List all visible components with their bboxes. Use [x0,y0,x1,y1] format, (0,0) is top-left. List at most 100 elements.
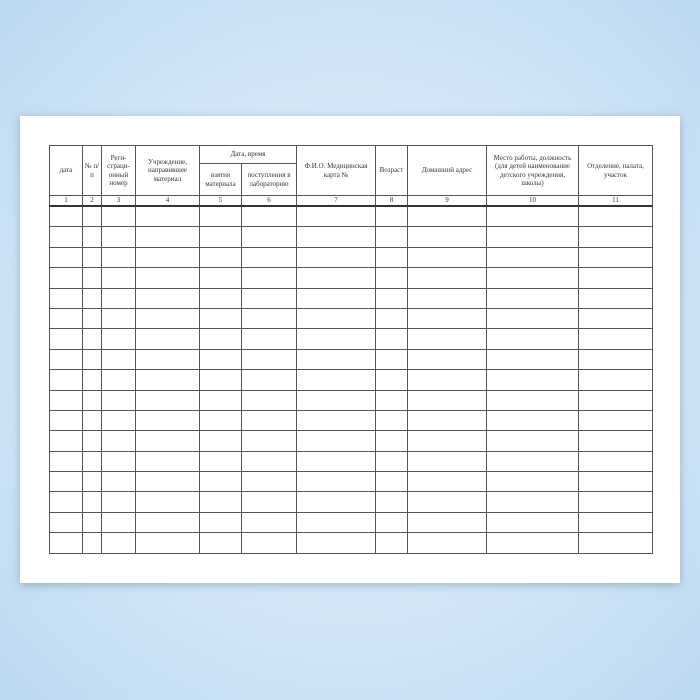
empty-cell[interactable] [135,287,200,309]
empty-cell[interactable] [241,307,297,330]
empty-cell[interactable] [101,205,136,228]
empty-cell[interactable] [486,246,579,269]
empty-cell[interactable] [135,246,200,269]
empty-cell[interactable] [375,328,408,350]
empty-cell[interactable] [101,226,136,248]
empty-cell[interactable] [486,430,579,452]
empty-cell[interactable] [241,450,297,473]
empty-cell[interactable] [375,450,408,473]
empty-cell[interactable] [82,287,102,309]
empty-cell[interactable] [296,491,376,513]
empty-cell[interactable] [486,511,579,534]
empty-cell[interactable] [296,205,376,228]
empty-cell[interactable] [407,205,487,228]
empty-cell[interactable] [135,471,200,493]
empty-cell[interactable] [241,267,297,289]
empty-cell[interactable] [82,511,102,534]
empty-cell[interactable] [199,348,242,371]
empty-cell[interactable] [486,532,579,554]
empty-cell[interactable] [135,267,200,289]
empty-cell[interactable] [486,226,579,248]
empty-cell[interactable] [486,389,579,411]
empty-cell[interactable] [486,450,579,473]
empty-cell[interactable] [407,389,487,411]
empty-cell[interactable] [49,246,83,269]
empty-cell[interactable] [241,328,297,350]
empty-cell[interactable] [101,471,136,493]
empty-cell[interactable] [135,430,200,452]
empty-cell[interactable] [296,511,376,534]
empty-cell[interactable] [486,369,579,391]
empty-cell[interactable] [82,328,102,350]
empty-cell[interactable] [101,348,136,371]
empty-cell[interactable] [49,287,83,309]
empty-cell[interactable] [407,430,487,452]
empty-cell[interactable] [578,389,653,411]
empty-cell[interactable] [101,267,136,289]
empty-cell[interactable] [101,430,136,452]
empty-cell[interactable] [49,307,83,330]
empty-cell[interactable] [296,328,376,350]
empty-cell[interactable] [82,205,102,228]
empty-cell[interactable] [49,226,83,248]
empty-cell[interactable] [135,226,200,248]
empty-cell[interactable] [578,511,653,534]
empty-cell[interactable] [407,328,487,350]
empty-cell[interactable] [578,205,653,228]
empty-cell[interactable] [49,471,83,493]
empty-cell[interactable] [199,389,242,411]
empty-cell[interactable] [241,389,297,411]
empty-cell[interactable] [407,246,487,269]
empty-cell[interactable] [296,226,376,248]
empty-cell[interactable] [101,307,136,330]
empty-cell[interactable] [199,491,242,513]
empty-cell[interactable] [101,511,136,534]
empty-cell[interactable] [578,287,653,309]
empty-cell[interactable] [407,511,487,534]
empty-cell[interactable] [241,471,297,493]
empty-cell[interactable] [199,226,242,248]
empty-cell[interactable] [49,389,83,411]
empty-cell[interactable] [49,328,83,350]
empty-cell[interactable] [578,409,653,432]
empty-cell[interactable] [82,471,102,493]
empty-cell[interactable] [375,287,408,309]
empty-cell[interactable] [375,369,408,391]
empty-cell[interactable] [407,287,487,309]
empty-cell[interactable] [82,369,102,391]
empty-cell[interactable] [375,511,408,534]
empty-cell[interactable] [101,491,136,513]
empty-cell[interactable] [486,205,579,228]
empty-cell[interactable] [241,348,297,371]
empty-cell[interactable] [82,246,102,269]
empty-cell[interactable] [375,307,408,330]
empty-cell[interactable] [135,328,200,350]
empty-cell[interactable] [241,369,297,391]
empty-cell[interactable] [199,532,242,554]
empty-cell[interactable] [486,409,579,432]
empty-cell[interactable] [296,246,376,269]
empty-cell[interactable] [407,348,487,371]
empty-cell[interactable] [199,267,242,289]
empty-cell[interactable] [101,246,136,269]
empty-cell[interactable] [199,287,242,309]
empty-cell[interactable] [375,226,408,248]
empty-cell[interactable] [135,511,200,534]
empty-cell[interactable] [296,267,376,289]
empty-cell[interactable] [135,389,200,411]
empty-cell[interactable] [486,491,579,513]
empty-cell[interactable] [486,287,579,309]
empty-cell[interactable] [241,287,297,309]
empty-cell[interactable] [82,389,102,411]
empty-cell[interactable] [199,205,242,228]
empty-cell[interactable] [101,450,136,473]
empty-cell[interactable] [199,511,242,534]
empty-cell[interactable] [407,369,487,391]
empty-cell[interactable] [578,246,653,269]
empty-cell[interactable] [578,369,653,391]
empty-cell[interactable] [407,267,487,289]
empty-cell[interactable] [296,450,376,473]
empty-cell[interactable] [241,226,297,248]
empty-cell[interactable] [578,430,653,452]
empty-cell[interactable] [49,348,83,371]
